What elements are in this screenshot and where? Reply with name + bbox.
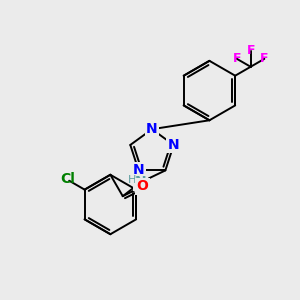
Text: F: F bbox=[246, 44, 255, 57]
Text: H: H bbox=[128, 175, 136, 185]
Text: Cl: Cl bbox=[60, 172, 75, 186]
Text: N: N bbox=[135, 175, 146, 189]
Text: N: N bbox=[146, 122, 158, 136]
Text: O: O bbox=[137, 179, 148, 193]
Text: F: F bbox=[260, 52, 269, 65]
Text: F: F bbox=[233, 52, 241, 65]
Text: N: N bbox=[133, 164, 144, 177]
Text: N: N bbox=[168, 138, 179, 152]
